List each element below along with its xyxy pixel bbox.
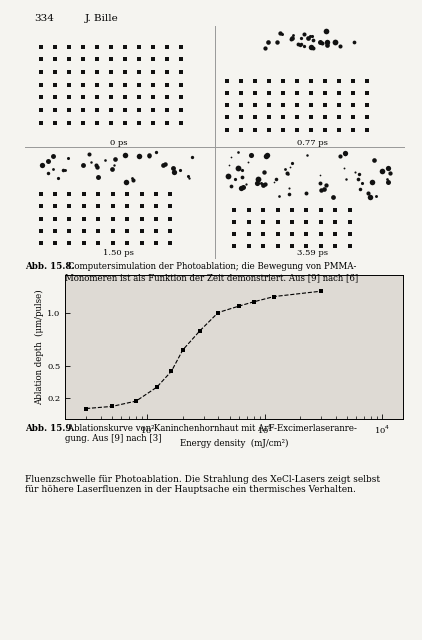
Text: Computersimulation der Photoablation; die Bewegung von PMMA-
Monomeren ist als F: Computersimulation der Photoablation; di… xyxy=(65,262,358,282)
Text: 1.50 ps: 1.50 ps xyxy=(103,249,134,257)
Text: Abb. 15.9.: Abb. 15.9. xyxy=(25,424,75,433)
Text: Fluenzschwelle für Photoablation. Die Strahlung des XeCl-Lasers zeigt selbst
für: Fluenzschwelle für Photoablation. Die St… xyxy=(25,475,381,494)
Text: 0 ps: 0 ps xyxy=(110,139,127,147)
X-axis label: Energy density  (mJ/cm²): Energy density (mJ/cm²) xyxy=(180,439,289,449)
Text: 334: 334 xyxy=(34,14,54,23)
Text: J. Bille: J. Bille xyxy=(84,14,118,23)
Text: Abb. 15.8.: Abb. 15.8. xyxy=(25,262,75,271)
Text: 3.59 ps: 3.59 ps xyxy=(297,249,327,257)
Y-axis label: Ablation depth  (μm/pulse): Ablation depth (μm/pulse) xyxy=(35,289,45,405)
Text: Ablationskurve von Kaninchenhornhaut mit ArF-Excimerlaseranre-
gung. Aus [9] nac: Ablationskurve von Kaninchenhornhaut mit… xyxy=(65,424,357,443)
Text: 0.77 ps: 0.77 ps xyxy=(297,139,327,147)
